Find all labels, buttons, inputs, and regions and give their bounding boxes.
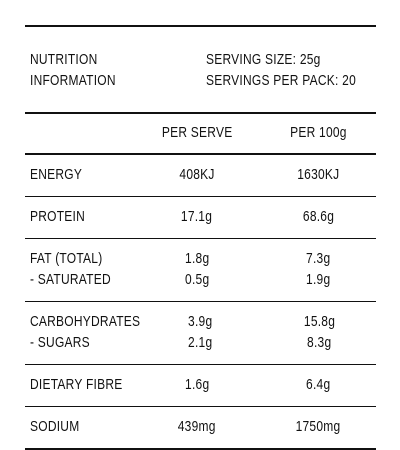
per-100g-cell: 68.6g (260, 207, 376, 228)
title-text: NUTRITION (30, 51, 98, 68)
per-100g-value-line: 1630KJ (292, 165, 345, 186)
column-header-cell: PER SERVE (153, 123, 241, 144)
nutrient-label-line: - SUGARS (30, 333, 156, 354)
nutrient-label-line: DIETARY FIBRE (30, 375, 152, 396)
title-text: INFORMATION (30, 72, 116, 89)
per-100g-value-line: 7.3g (303, 249, 333, 270)
per-100g-cell: 1750mg (260, 417, 376, 438)
nutrient-label: DIETARY FIBRE (30, 376, 123, 393)
label-cell: FAT (TOTAL) - SATURATED (25, 249, 152, 291)
nutrient-label: SODIUM (30, 418, 80, 435)
per-100g-value-line: 15.8g (300, 312, 339, 333)
per-100g-value: 7.3g (305, 250, 331, 267)
per-100g-value: 68.6g (302, 208, 334, 225)
per-serve-cell: 17.1g (154, 207, 241, 228)
column-header-cell: PER 100g (261, 123, 376, 144)
per-serve-value: 2.1g (188, 334, 213, 351)
nutrition-table: PER SERVE PER 100g ENERGY 408KJ 1630KJ PROTEI… (25, 114, 376, 450)
per-100g-cell: 6.4g (260, 375, 376, 396)
nutrient-label: FAT (TOTAL) (30, 250, 103, 267)
per-serve-value-line: 3.9g (185, 312, 215, 333)
nutrient-label-line: - SATURATED (30, 270, 152, 291)
per-100g-value: 1750mg (295, 418, 341, 435)
per-100g-value-line: 6.4g (303, 375, 333, 396)
nutrient-label-line: PROTEIN (30, 207, 152, 228)
nutrient-row: ENERGY 408KJ 1630KJ (25, 155, 376, 197)
per-100g-value-line: 68.6g (299, 207, 338, 228)
label-cell: SODIUM (25, 417, 152, 438)
nutrient-row: SODIUM 439mg 1750mg (25, 407, 376, 450)
nutrient-row: DIETARY FIBRE 1.6g 6.4g (25, 365, 376, 407)
per-100g-cell: 7.3g 1.9g (260, 249, 376, 291)
per-serve-cell: 1.6g (154, 375, 241, 396)
column-header: PER SERVE (161, 124, 233, 141)
nutrition-panel: NUTRITION INFORMATION SERVING SIZE: 25g SE… (25, 25, 376, 450)
per-serve-cell: 3.9g 2.1g (158, 312, 243, 354)
column-header-row: PER SERVE PER 100g (25, 114, 376, 155)
per-serve-value-line: 439mg (173, 417, 220, 438)
per-serve-value-line: 0.5g (182, 270, 212, 291)
nutrient-label: - SUGARS (30, 334, 90, 351)
per-serve-value: 408KJ (179, 166, 215, 183)
per-serve-value: 439mg (177, 418, 216, 435)
per-serve-value-line: 1.8g (182, 249, 212, 270)
nutrient-row: PROTEIN 17.1g 68.6g (25, 197, 376, 239)
serving-text: SERVINGS PER PACK: 20 (206, 72, 356, 89)
title-text-line: NUTRITION (30, 50, 137, 71)
per-serve-value: 17.1g (181, 208, 213, 225)
column-header-line: PER 100g (283, 123, 354, 144)
per-100g-value-line: 1750mg (290, 417, 346, 438)
nutrient-label-line: FAT (TOTAL) (30, 249, 152, 270)
serving-text-line: SERVING SIZE: 25g (206, 50, 393, 71)
per-100g-value: 15.8g (303, 313, 336, 330)
column-header-line: PER SERVE (153, 123, 241, 144)
per-100g-cell: 1630KJ (260, 165, 376, 186)
nutrient-row: CARBOHYDRATES - SUGARS 3.9g 2.1g 15.8g 8.3g (25, 302, 376, 365)
nutrient-label: CARBOHYDRATES (30, 313, 141, 330)
nutrient-label-line: ENERGY (30, 165, 152, 186)
label-cell: ENERGY (25, 165, 152, 186)
nutrient-row: FAT (TOTAL) - SATURATED 1.8g 0.5g 7.3g 1.9g (25, 239, 376, 302)
per-100g-value: 6.4g (305, 376, 331, 393)
title-text-line: INFORMATION (30, 71, 137, 92)
per-serve-value-line: 17.1g (177, 207, 216, 228)
per-100g-cell: 15.8g 8.3g (263, 312, 376, 354)
per-serve-cell: 1.8g 0.5g (154, 249, 241, 291)
per-serve-value: 3.9g (188, 313, 213, 330)
per-serve-value: 0.5g (184, 271, 210, 288)
per-serve-value-line: 2.1g (185, 333, 215, 354)
label-cell: PROTEIN (25, 207, 152, 228)
serving-block: SERVING SIZE: 25g SERVINGS PER PACK: 20 (206, 50, 393, 92)
nutrient-label: PROTEIN (30, 208, 86, 225)
per-serve-value-line: 1.6g (182, 375, 212, 396)
nutrient-label-line: SODIUM (30, 417, 152, 438)
nutrient-label: ENERGY (30, 166, 83, 183)
title-block: NUTRITION INFORMATION (30, 50, 137, 92)
label-cell: DIETARY FIBRE (25, 375, 152, 396)
per-serve-value-line: 408KJ (175, 165, 219, 186)
per-serve-value: 1.6g (184, 376, 210, 393)
per-serve-value: 1.8g (184, 250, 210, 267)
per-100g-value: 8.3g (307, 334, 332, 351)
per-serve-cell: 408KJ (154, 165, 241, 186)
per-100g-value-line: 1.9g (303, 270, 333, 291)
per-serve-cell: 439mg (154, 417, 241, 438)
label-cell: CARBOHYDRATES - SUGARS (25, 312, 156, 354)
nutrient-label: - SATURATED (30, 271, 111, 288)
panel-header: NUTRITION INFORMATION SERVING SIZE: 25g SE… (25, 27, 376, 114)
serving-text: SERVING SIZE: 25g (206, 51, 321, 68)
per-100g-value: 1630KJ (297, 166, 340, 183)
per-100g-value-line: 8.3g (304, 333, 334, 354)
nutrient-label-line: CARBOHYDRATES (30, 312, 156, 333)
serving-text-line: SERVINGS PER PACK: 20 (206, 71, 393, 92)
column-header: PER 100g (290, 124, 347, 141)
per-100g-value: 1.9g (305, 271, 331, 288)
